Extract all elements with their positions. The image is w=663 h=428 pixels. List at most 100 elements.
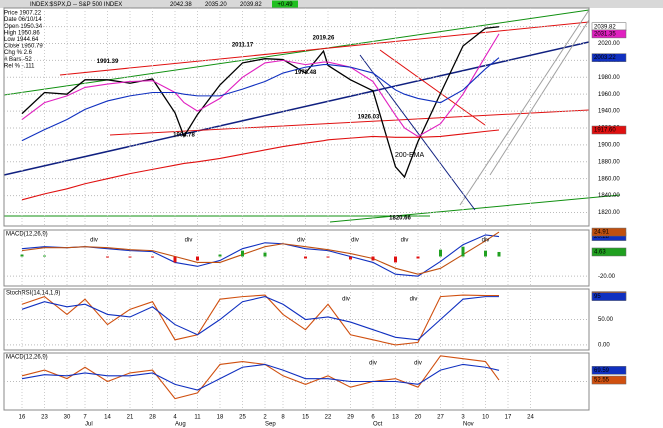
value-tag-label: 1917.60 [594,128,616,134]
value-tag [591,29,627,39]
div-note: div [185,238,193,244]
value-tag [591,292,627,301]
panel-title: MACD(12,26,9) [6,355,48,361]
y-tick-label: 1880.00 [598,159,620,165]
x-tick-label: 24 [527,415,534,421]
info-line: High 1950.86 [4,30,40,36]
panel-title: MACD(12,26,9) [6,232,48,238]
info-line: Low 1944.64 [4,37,39,43]
y-tick-label: 1960.00 [598,92,620,98]
y-tick-label: 1980.00 [598,75,620,81]
div-note: div [342,297,350,303]
y-tick-label: 1820.00 [598,210,620,216]
x-tick-label: 13 [392,415,399,421]
x-tick-label: 23 [41,415,48,421]
x-tick-label: 3 [461,415,465,421]
annotation: 2019.26 [313,36,335,42]
info-line: Price 1907.22 [4,11,42,17]
header-bar [0,0,663,8]
series-line [21,234,500,277]
annotation: 2011.17 [232,43,254,49]
series-line [21,296,499,341]
value-tag-label: 2003.22 [594,55,616,61]
value-tag-label: 24.91 [594,230,610,236]
x-tick-label: 18 [217,415,224,421]
histogram-bar [128,256,132,258]
quote: 2039.82 [240,2,262,8]
histogram-bar [151,256,154,258]
value-tag-label: 2031.35 [594,31,616,37]
histogram-bar [439,249,442,257]
histogram-bar [416,256,420,259]
div-note: div [297,238,305,244]
div-note: div [369,361,377,367]
ema-label: 200-EMA [395,152,425,159]
month-label: Jul [85,422,93,428]
panel-title: StochRSI(14,14,1,9) [6,291,60,297]
y-tick-label: 1940.00 [598,109,620,115]
value-tag-label: 52.55 [594,378,610,384]
annotation: 1991.39 [97,59,119,65]
x-tick-label: 22 [325,415,332,421]
x-tick-label: 6 [371,415,375,421]
div-note: div [90,238,98,244]
month-label: Sep [265,422,276,428]
histogram-bar [326,256,330,258]
histogram-bar [20,254,24,257]
histogram-bar [241,250,244,257]
x-tick-label: 17 [505,415,512,421]
series-line [21,57,500,142]
series-line [21,231,500,275]
x-tick-label: 14 [104,415,111,421]
change-box [272,0,298,8]
div-note: div [401,238,409,244]
histogram-bar [461,246,465,257]
histogram-bar [196,256,199,261]
x-tick-label: 2 [263,415,267,421]
series-line [21,33,500,138]
quote: 2035.20 [205,2,227,8]
x-tick-label: 25 [239,415,246,421]
x-tick-label: 27 [437,415,444,421]
series-line [21,26,500,179]
annotation: 1978.48 [295,70,317,76]
change: +0.49 [277,2,293,8]
y-tick-label: 1840.00 [598,193,620,199]
histogram-bar [371,256,375,261]
y-tick-label: 2020.00 [598,41,620,47]
x-tick-label: 11 [194,415,201,421]
histogram-bar [304,256,307,259]
value-tag [591,53,627,62]
div-note: div [410,297,418,303]
div-note: div [414,361,422,367]
histogram-bar [349,256,352,260]
x-tick-label: 10 [482,415,489,421]
info-line: # Bars -52 [4,57,32,63]
y-tick-label: 1900.00 [598,142,620,148]
x-tick-label: 20 [415,415,422,421]
info-line: Open 1950.34 [4,24,43,30]
histogram-bar [43,255,46,257]
month-label: Oct [373,422,383,428]
annotation: 1820.66 [389,216,411,222]
annotation: 1926.03 [358,114,380,120]
series-line [21,129,500,201]
series-line [21,363,500,391]
x-tick-label: 28 [149,415,156,421]
symbol: INDEX:$SPX,D -- S&P 500 INDEX [30,2,122,8]
histogram-bar [173,256,177,263]
info-line: Date 06/10/14 [4,17,42,23]
y-tick-label: 1860.00 [598,176,620,182]
month-label: Aug [175,422,186,428]
value-tag [591,375,627,385]
value-tag-label: 95 [594,294,601,300]
info-line: Close 1950.79 [4,44,43,50]
value-tag [591,227,627,237]
x-tick-label: 4 [173,415,177,421]
div-note: div [351,238,359,244]
y-tick-label: 50.00 [598,317,614,323]
x-tick-label: 30 [64,415,71,421]
histogram-bar [497,251,501,257]
